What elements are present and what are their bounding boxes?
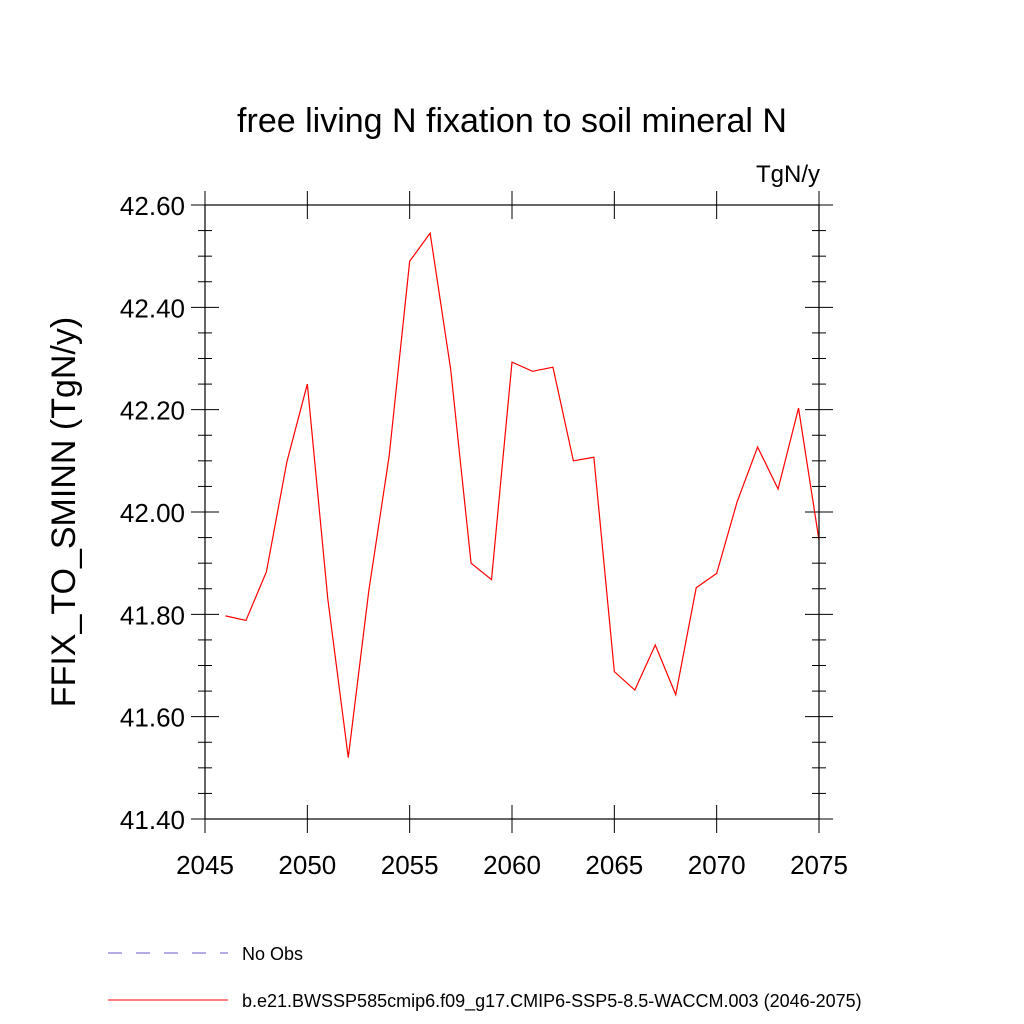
plot-area: 2045 2050 2055 2060 2065 2070 2075 41.4041.604…	[120, 191, 848, 880]
legend-label-model-run: b.e21.BWSSP585cmip6.f09_g17.CMIP6-SSP5-8…	[242, 991, 862, 1012]
legend: No Obs b.e21.BWSSP585cmip6.f09_g17.CMIP6…	[108, 944, 862, 1012]
y-tick-labels: 41.40 41.60 41.80 42.00 42.20 42.40 42.60	[120, 191, 185, 835]
units-label: TgN/y	[756, 161, 820, 188]
x-tick-label: 2045	[176, 850, 234, 880]
chart-title: free living N fixation to soil mineral N	[237, 102, 787, 140]
x-tick-label: 2055	[381, 850, 439, 880]
x-tick-label: 2065	[585, 850, 643, 880]
legend-label-no-obs: No Obs	[242, 944, 303, 964]
y-tick-label: 41.40	[120, 805, 185, 835]
series-line-1	[225, 231, 820, 758]
x-tick-label: 2070	[688, 850, 746, 880]
y-tick-label: 42.60	[120, 191, 185, 221]
y-tick-label: 41.60	[120, 703, 185, 733]
y-tick-label: 41.80	[120, 600, 185, 630]
x-tick-labels: 2045 2050 2055 2060 2065 2070 2075	[176, 850, 848, 880]
plot-frame	[204, 204, 820, 820]
y-tick-label: 42.20	[120, 396, 185, 426]
series-lines	[225, 231, 820, 758]
x-tick-label: 2075	[790, 850, 848, 880]
x-tick-label: 2050	[278, 850, 336, 880]
x-tick-label: 2060	[483, 850, 541, 880]
y-tick-label: 42.00	[120, 498, 185, 528]
y-tick-label: 42.40	[120, 293, 185, 323]
y-axis-label: FFIX_TO_SMINN (TgN/y)	[45, 317, 83, 707]
